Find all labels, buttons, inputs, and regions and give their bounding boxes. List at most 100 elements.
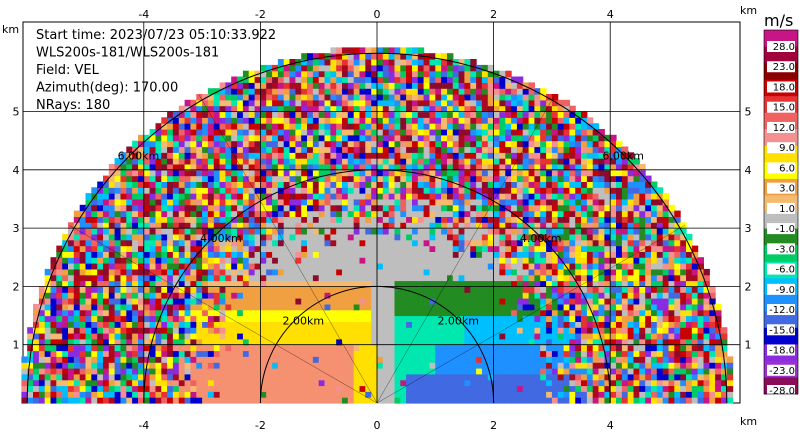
field-cell [324,309,331,317]
field-cell [114,321,121,328]
field-cell [272,303,279,311]
field-cell [324,187,331,194]
field-cell [534,169,541,177]
field-cell [470,356,477,363]
field-cell [487,158,495,165]
field-cell [149,164,156,171]
field-cell [196,181,203,188]
field-cell [511,239,518,247]
field-cell [377,268,384,276]
field-cell [272,356,279,363]
field-cell [336,164,343,171]
field-cell [470,146,477,153]
field-cell [476,210,483,217]
field-cell [505,286,512,293]
field-cell [423,99,430,107]
field-cell [499,333,506,340]
field-cell [301,105,308,113]
field-cell [283,82,291,89]
field-cell [62,356,69,363]
field-cell [44,268,52,276]
field-cell [342,129,349,136]
field-cell [283,327,291,334]
field-cell [172,164,180,171]
field-cell [97,233,104,241]
field-cell [120,321,127,328]
field-cell [522,292,530,299]
field-cell [423,222,430,229]
field-cell [103,268,110,276]
field-cell [435,321,442,328]
field-cell [295,204,302,212]
field-cell [231,292,238,299]
field-cell [470,210,477,217]
field-cell [400,245,407,252]
field-cell [511,123,518,130]
field-cell [91,268,98,276]
field-cell [184,368,191,375]
field-cell [161,321,168,328]
field-cell [190,373,197,381]
field-cell [499,94,506,101]
field-cell [377,263,384,270]
field-cell [260,222,267,229]
field-cell [79,362,87,369]
field-cell [353,385,361,392]
field-cell [528,210,535,217]
field-cell [207,257,215,264]
field-cell [68,379,75,387]
field-cell [260,362,267,369]
field-cell [394,152,401,159]
field-cell [342,117,349,124]
field-cell [423,105,430,113]
field-cell [505,88,512,95]
field-cell [557,327,565,334]
field-cell [330,385,337,392]
field-cell [435,368,442,375]
field-cell [353,64,361,72]
field-cell [499,158,506,165]
field-cell [412,257,419,264]
field-cell [546,216,553,223]
field-cell [318,309,326,317]
field-cell [207,158,215,165]
field-cell [406,303,413,311]
field-cell [324,356,331,363]
field-cell [516,164,524,171]
field-cell [301,233,308,241]
field-cell [97,204,104,212]
field-cell [377,123,384,130]
field-cell [499,379,506,387]
field-cell [522,187,530,194]
field-cell [441,350,448,357]
field-cell [522,362,530,369]
field-cell [114,397,121,404]
field-cell [528,327,535,334]
field-cell [575,134,582,142]
field-cell [365,193,372,200]
field-cell [254,350,261,357]
field-cell [464,315,471,322]
field-cell [423,338,430,346]
field-cell [178,222,186,229]
field-cell [546,175,553,182]
field-cell [324,123,331,130]
field-cell [388,298,396,305]
field-cell [207,397,215,404]
field-cell [237,391,244,398]
field-cell [563,303,570,311]
field-cell [464,129,471,136]
field-cell [330,53,337,60]
field-cell [237,158,244,165]
field-cell [505,350,512,357]
field-cell [114,263,121,270]
field-cell [103,356,110,363]
field-cell [342,373,349,381]
field-cell [400,350,407,357]
field-cell [266,187,273,194]
field-cell [557,146,565,153]
field-cell [487,338,495,346]
field-cell [347,251,355,258]
field-cell [97,327,104,334]
field-cell [540,129,547,136]
